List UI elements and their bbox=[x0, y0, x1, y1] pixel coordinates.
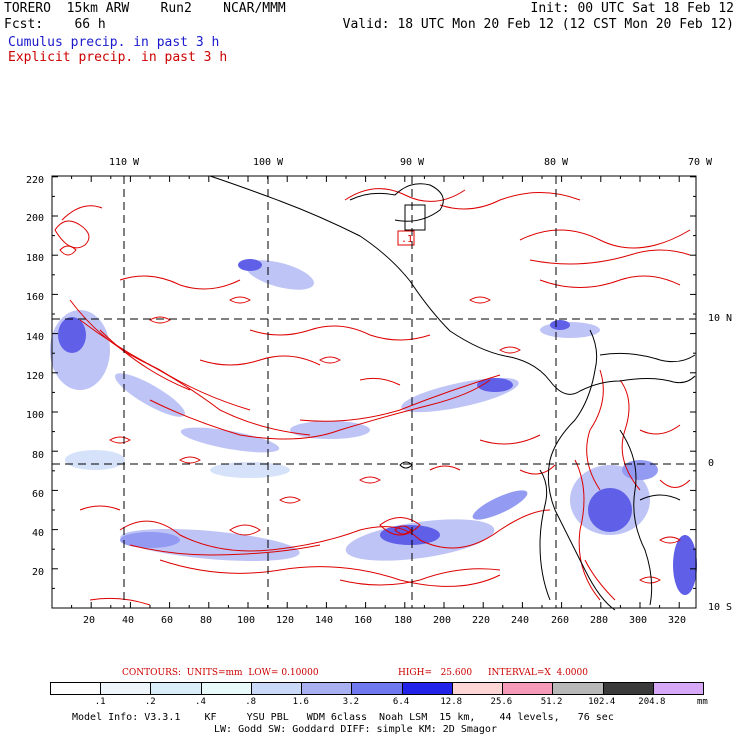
y-tick: 140 bbox=[25, 332, 44, 343]
axis-ticks bbox=[51, 176, 696, 609]
colorbar-swatch bbox=[553, 683, 604, 694]
contours-interval: INTERVAL=X 4.0000 bbox=[488, 668, 588, 678]
lon-label-70w: 70 W bbox=[687, 157, 713, 168]
x-tick: 240 bbox=[510, 615, 530, 626]
x-tick: 80 bbox=[199, 615, 213, 626]
y-tick: 20 bbox=[31, 567, 44, 578]
lon-label-110w: 110 W bbox=[108, 157, 140, 168]
x-tick: 20 bbox=[82, 615, 96, 626]
x-tick: 300 bbox=[628, 615, 648, 626]
x-tick: 40 bbox=[121, 615, 135, 626]
colorbar-swatch bbox=[402, 683, 453, 694]
colorbar-label: .4 bbox=[195, 697, 206, 707]
colorbar-unit: mm bbox=[697, 697, 708, 707]
x-tick: 320 bbox=[667, 615, 687, 626]
colorbar-swatch bbox=[352, 683, 403, 694]
y-tick: 60 bbox=[31, 489, 44, 500]
y-tick: 120 bbox=[25, 371, 44, 382]
x-tick: 220 bbox=[471, 615, 491, 626]
colorbar-swatch bbox=[653, 683, 704, 694]
colorbar-swatch bbox=[503, 683, 554, 694]
y-tick: 40 bbox=[31, 528, 44, 539]
colorbar bbox=[50, 682, 704, 695]
y-tick: 180 bbox=[25, 253, 44, 264]
legend-explicit-label: Explicit precip. in past 3 h bbox=[8, 50, 228, 65]
lat-label-10s: 10 S bbox=[708, 602, 733, 613]
colorbar-swatch bbox=[101, 683, 152, 694]
header-run-info: TORERO 15km ARW Run2 NCAR/MMM bbox=[4, 1, 286, 16]
y-tick: 200 bbox=[25, 213, 44, 224]
colorbar-label: 1.6 bbox=[292, 697, 309, 707]
colorbar-swatch bbox=[51, 683, 102, 694]
lon-label-90w: 90 W bbox=[399, 157, 425, 168]
box-label: .1 bbox=[401, 234, 413, 245]
x-tick: 160 bbox=[353, 615, 373, 626]
x-tick: 200 bbox=[432, 615, 452, 626]
latlon-grid bbox=[52, 176, 696, 608]
x-tick: 120 bbox=[275, 615, 295, 626]
colorbar-label: .1 bbox=[94, 697, 106, 707]
colorbar-swatch bbox=[251, 683, 303, 694]
header-forecast-hour: Fcst: 66 h bbox=[4, 17, 106, 32]
lon-label-100w: 100 W bbox=[252, 157, 284, 168]
colorbar-label: 102.4 bbox=[588, 697, 616, 707]
contours-units-low: CONTOURS: UNITS=mm LOW= 0.10000 bbox=[122, 668, 319, 678]
colorbar-swatch bbox=[201, 683, 252, 694]
y-tick: 220 bbox=[25, 175, 44, 186]
colorbar-label: 3.2 bbox=[342, 697, 360, 707]
colorbar-label: 204.8 bbox=[638, 697, 666, 707]
x-tick: 60 bbox=[160, 615, 174, 626]
colorbar-label: 25.6 bbox=[490, 697, 513, 707]
colorbar-swatch bbox=[452, 683, 504, 694]
legend-cumulus-label: Cumulus precip. in past 3 h bbox=[8, 35, 220, 50]
colorbar-label: 51.2 bbox=[540, 697, 563, 707]
lat-label-0: 0 bbox=[708, 458, 715, 469]
x-tick: 140 bbox=[314, 615, 334, 626]
y-tick: 80 bbox=[31, 450, 44, 461]
box-marker bbox=[397, 230, 415, 246]
colorbar-label: .2 bbox=[144, 697, 156, 707]
contours-high: HIGH= 25.600 bbox=[398, 668, 473, 678]
colorbar-swatch bbox=[151, 683, 202, 694]
lat-label-10n: 10 N bbox=[708, 313, 733, 324]
explicit-precip-contours bbox=[54, 188, 691, 606]
y-tick: 100 bbox=[25, 410, 44, 421]
x-tick: 180 bbox=[393, 615, 413, 626]
model-info-line1: Model Info: V3.3.1 KF YSU PBL WDM 6class… bbox=[72, 712, 614, 723]
header-init-time: Init: 00 UTC Sat 18 Feb 12 bbox=[530, 1, 735, 16]
colorbar-swatch bbox=[302, 683, 353, 694]
model-info-line2: LW: Godd SW: Goddard DIFF: simple KM: 2D… bbox=[214, 724, 497, 735]
colorbar-label: .8 bbox=[245, 697, 257, 707]
header-valid-time: Valid: 18 UTC Mon 20 Feb 12 (12 CST Mon … bbox=[342, 17, 734, 32]
colorbar-label: 12.8 bbox=[440, 697, 463, 707]
colorbar-label: 6.4 bbox=[392, 697, 410, 707]
x-tick: 260 bbox=[550, 615, 570, 626]
colorbar-swatch bbox=[603, 683, 654, 694]
lon-label-80w: 80 W bbox=[543, 157, 569, 168]
coastlines bbox=[209, 175, 696, 611]
cumulus-precip-shading bbox=[50, 259, 697, 595]
x-tick: 280 bbox=[589, 615, 609, 626]
y-tick: 160 bbox=[25, 292, 44, 303]
x-tick: 100 bbox=[236, 615, 256, 626]
